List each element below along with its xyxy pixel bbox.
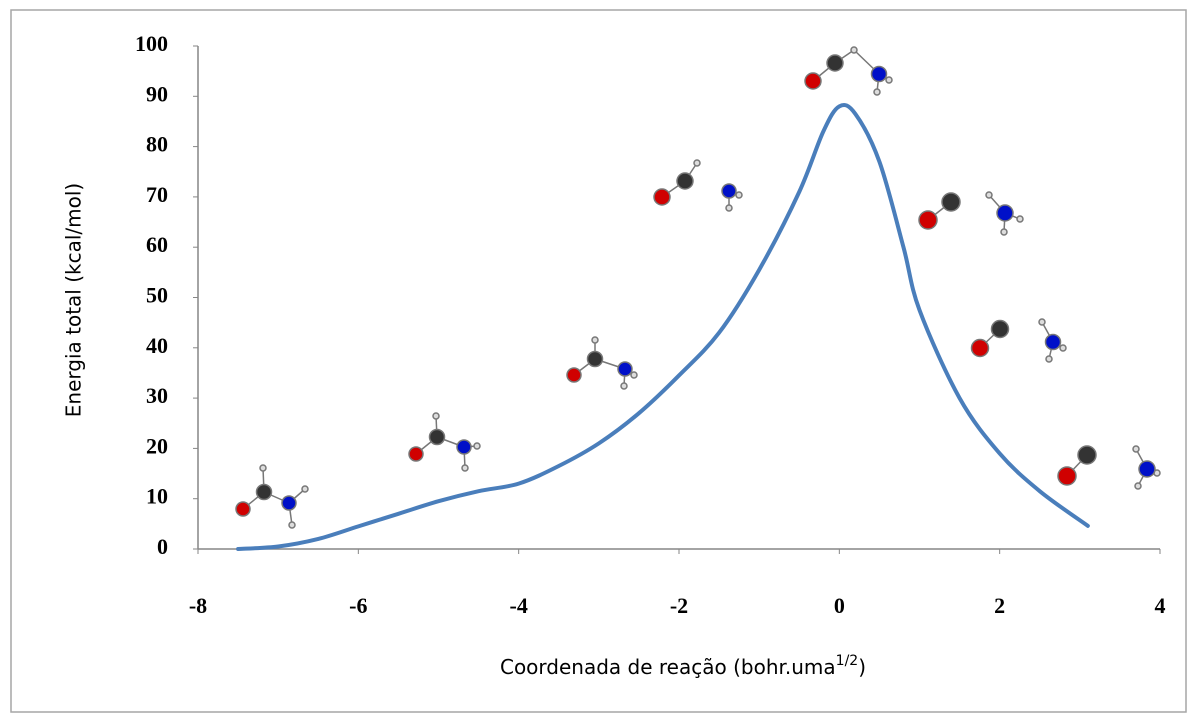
molecule (804, 46, 893, 96)
x-axis-title-sup: 1/2 (836, 653, 859, 669)
molecule (235, 464, 309, 529)
x-tick-label: -2 (670, 593, 688, 618)
x-axis-title-text: Coordenada de reação (bohr.uma (500, 655, 836, 679)
molecule (653, 159, 743, 212)
molecule (566, 336, 638, 390)
molecule (1057, 445, 1161, 490)
y-tick-label: 0 (157, 534, 168, 559)
y-tick-label: 30 (146, 383, 168, 408)
molecule (408, 412, 481, 472)
molecules (235, 46, 1161, 529)
y-tick-label: 80 (146, 132, 168, 157)
y-tick-label: 60 (146, 232, 168, 257)
y-tick-label: 100 (135, 31, 168, 56)
y-tick-label: 50 (146, 283, 168, 308)
x-tick-label: -6 (349, 593, 367, 618)
x-axis-title: Coordenada de reação (bohr.uma1/2) (500, 653, 866, 679)
y-tick-label: 40 (146, 333, 168, 358)
y-tick-label: 90 (146, 81, 168, 106)
x-axis-title-end: ) (858, 655, 866, 679)
y-tick-label: 20 (146, 433, 168, 458)
y-tick-label: 70 (146, 182, 168, 207)
molecule (970, 318, 1067, 363)
line (236, 103, 1090, 551)
y-axis-title: Energia total (kcal/mol) (62, 183, 86, 417)
x-tick-label: -8 (189, 593, 207, 618)
x-tick-label: 0 (834, 593, 845, 618)
y-tick-label: 10 (146, 484, 168, 509)
x-tick-label: 4 (1155, 593, 1166, 618)
molecule (918, 191, 1024, 236)
x-tick-label: -4 (510, 593, 528, 618)
x-tick-label: 2 (994, 593, 1005, 618)
